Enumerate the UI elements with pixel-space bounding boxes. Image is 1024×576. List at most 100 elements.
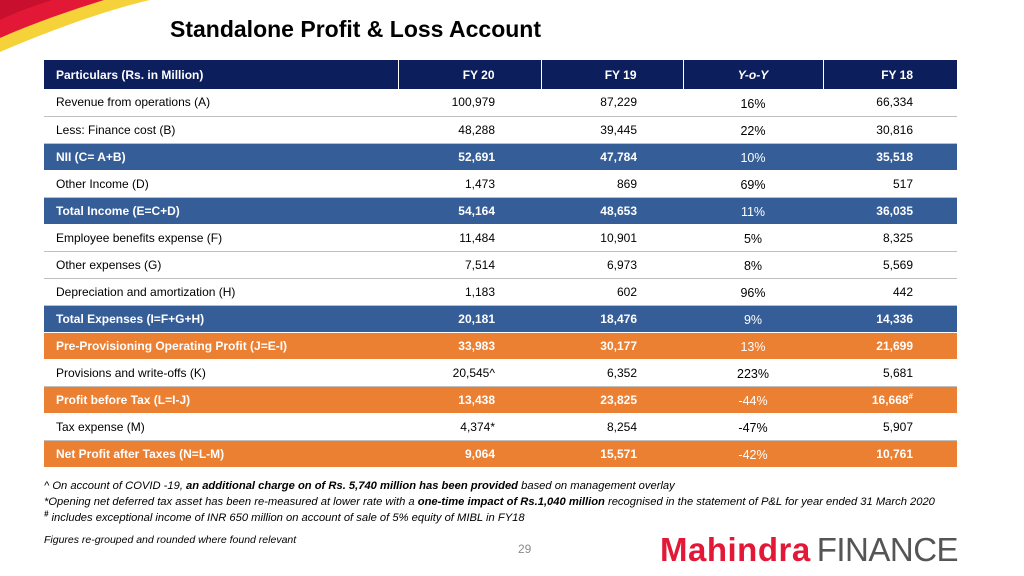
value-fy18-text: 5,569 <box>882 257 913 272</box>
row-label-text: Net Profit after Taxes (N=L-M) <box>56 446 225 461</box>
value-yoy-text: 10% <box>740 151 766 165</box>
header-fy19: FY 19 <box>541 60 684 89</box>
value-fy18: 66,334 <box>823 89 957 116</box>
value-fy20: 20,181 <box>398 305 541 332</box>
footnote-exceptional-symbol: # <box>44 509 49 519</box>
value-fy19: 6,352 <box>541 359 683 386</box>
value-fy20: 100,979 <box>398 89 541 116</box>
row-label: Total Income (E=C+D) <box>44 197 398 224</box>
value-fy19-text: 87,229 <box>600 95 637 110</box>
row-label-text: Less: Finance cost (B) <box>56 122 176 137</box>
value-fy19: 30,177 <box>541 332 683 359</box>
footnote-tax-text-c: recognised in the statement of P&L for y… <box>604 496 935 508</box>
value-fy18-text: 5,681 <box>882 365 913 380</box>
value-fy20-text: 7,514 <box>464 257 495 272</box>
row-label: Less: Finance cost (B) <box>44 116 398 143</box>
value-fy18: 10,761 <box>823 440 957 467</box>
value-fy19: 18,476 <box>541 305 683 332</box>
value-yoy-text: 16% <box>740 96 766 111</box>
row-label-text: Provisions and write-offs (K) <box>56 365 206 380</box>
value-fy19: 6,973 <box>541 251 683 278</box>
row-label: Net Profit after Taxes (N=L-M) <box>44 440 398 467</box>
value-fy19-text: 30,177 <box>600 338 637 353</box>
value-fy18: 21,699 <box>823 332 957 359</box>
table-row: Profit before Tax (L=I-J) 13,438 23,825 -44… <box>44 386 957 413</box>
row-label-text: Depreciation and amortization (H) <box>56 284 236 299</box>
value-fy19: 602 <box>541 278 683 305</box>
value-fy18: 36,035 <box>823 197 957 224</box>
page-number: 29 <box>518 542 532 556</box>
value-fy20-text: 54,164 <box>458 203 495 218</box>
value-fy20: 4,374* <box>398 413 541 440</box>
value-yoy-text: 11% <box>740 205 766 219</box>
row-label: NII (C= A+B) <box>44 143 398 170</box>
row-label: Profit before Tax (L=I-J) <box>44 386 398 413</box>
value-fy20: 9,064 <box>398 440 541 467</box>
value-fy20: 33,983 <box>398 332 541 359</box>
value-fy18-text: 35,518 <box>876 149 913 164</box>
row-label-text: Total Income (E=C+D) <box>56 203 180 218</box>
value-fy20: 48,288 <box>398 116 541 143</box>
value-fy19-text: 6,973 <box>606 257 637 272</box>
row-label-text: Pre-Provisioning Operating Profit (J=E-I… <box>56 338 288 353</box>
value-fy18-text: 66,334 <box>876 95 913 110</box>
row-label-text: Profit before Tax (L=I-J) <box>56 392 191 407</box>
value-fy20-text: 52,691 <box>458 149 495 164</box>
value-fy19: 15,571 <box>541 440 683 467</box>
row-label: Provisions and write-offs (K) <box>44 359 398 386</box>
table-row: Tax expense (M) 4,374* 8,254 -47% 5,907 <box>44 413 957 440</box>
table-row: Net Profit after Taxes (N=L-M) 9,064 15,57… <box>44 440 957 467</box>
value-yoy: 22% <box>683 116 823 143</box>
table-row: Other expenses (G) 7,514 6,973 8% 5,569 <box>44 251 957 278</box>
value-fy19: 48,653 <box>541 197 683 224</box>
table-row: Total Income (E=C+D) 54,164 48,653 11% 36,03… <box>44 197 957 224</box>
row-label: Depreciation and amortization (H) <box>44 278 398 305</box>
value-fy19-text: 15,571 <box>600 446 637 461</box>
value-fy18-footnote-mark: # <box>908 391 913 401</box>
value-fy19-text: 23,825 <box>600 392 637 407</box>
value-fy20: 1,473 <box>398 170 541 197</box>
row-label-text: Tax expense (M) <box>56 419 145 434</box>
row-label-text: Revenue from operations (A) <box>56 95 211 110</box>
value-fy20-text: 4,374* <box>460 419 495 434</box>
footnote-tax-text-b: one-time impact of Rs.1,040 million <box>417 496 605 508</box>
table-row: Provisions and write-offs (K) 20,545^ 6,35… <box>44 359 957 386</box>
footnote-covid: ^ On account of COVID -19, an additional… <box>44 478 1004 494</box>
row-label: Tax expense (M) <box>44 413 398 440</box>
value-fy18-text: 517 <box>892 176 913 191</box>
value-fy20-text: 33,983 <box>458 338 495 353</box>
value-fy19-text: 8,254 <box>606 419 637 434</box>
value-yoy: 5% <box>683 224 823 251</box>
table-row: Depreciation and amortization (H) 1,183 60… <box>44 278 957 305</box>
value-fy20: 13,438 <box>398 386 541 413</box>
footnotes: ^ On account of COVID -19, an additional… <box>44 478 1004 526</box>
value-yoy: 8% <box>683 251 823 278</box>
value-fy18: 5,907 <box>823 413 957 440</box>
header-yoy: Y-o-Y <box>683 60 824 89</box>
row-label-text: Other expenses (G) <box>56 257 162 272</box>
value-yoy: 10% <box>683 143 823 170</box>
value-fy18-text: 5,907 <box>882 419 913 434</box>
value-fy20-text: 9,064 <box>464 446 495 461</box>
logo-brand-text: Mahindra <box>660 531 811 568</box>
row-label: Revenue from operations (A) <box>44 89 398 116</box>
footnote-exceptional: # includes exceptional income of INR 650… <box>44 510 1004 526</box>
value-fy20-text: 20,181 <box>458 311 495 326</box>
value-fy18-text: 8,325 <box>882 230 913 245</box>
value-yoy-text: 9% <box>743 313 763 327</box>
value-fy19: 47,784 <box>541 143 683 170</box>
logo-finance-text: FINANCE <box>816 531 959 568</box>
value-yoy: 13% <box>683 332 823 359</box>
value-yoy-text: 13% <box>740 340 766 354</box>
value-fy18-text: 36,035 <box>876 203 913 218</box>
value-yoy: 96% <box>683 278 823 305</box>
value-fy20: 54,164 <box>398 197 541 224</box>
row-label-text: Employee benefits expense (F) <box>56 230 223 245</box>
value-yoy-text: -42% <box>738 448 768 462</box>
row-label-text: Total Expenses (I=F+G+H) <box>56 311 205 326</box>
value-fy18: 517 <box>823 170 957 197</box>
table-body: Revenue from operations (A) 100,979 87,229… <box>44 89 957 467</box>
value-yoy-text: 96% <box>740 286 766 300</box>
value-fy20-text: 13,438 <box>458 392 495 407</box>
value-yoy: -47% <box>683 413 823 440</box>
